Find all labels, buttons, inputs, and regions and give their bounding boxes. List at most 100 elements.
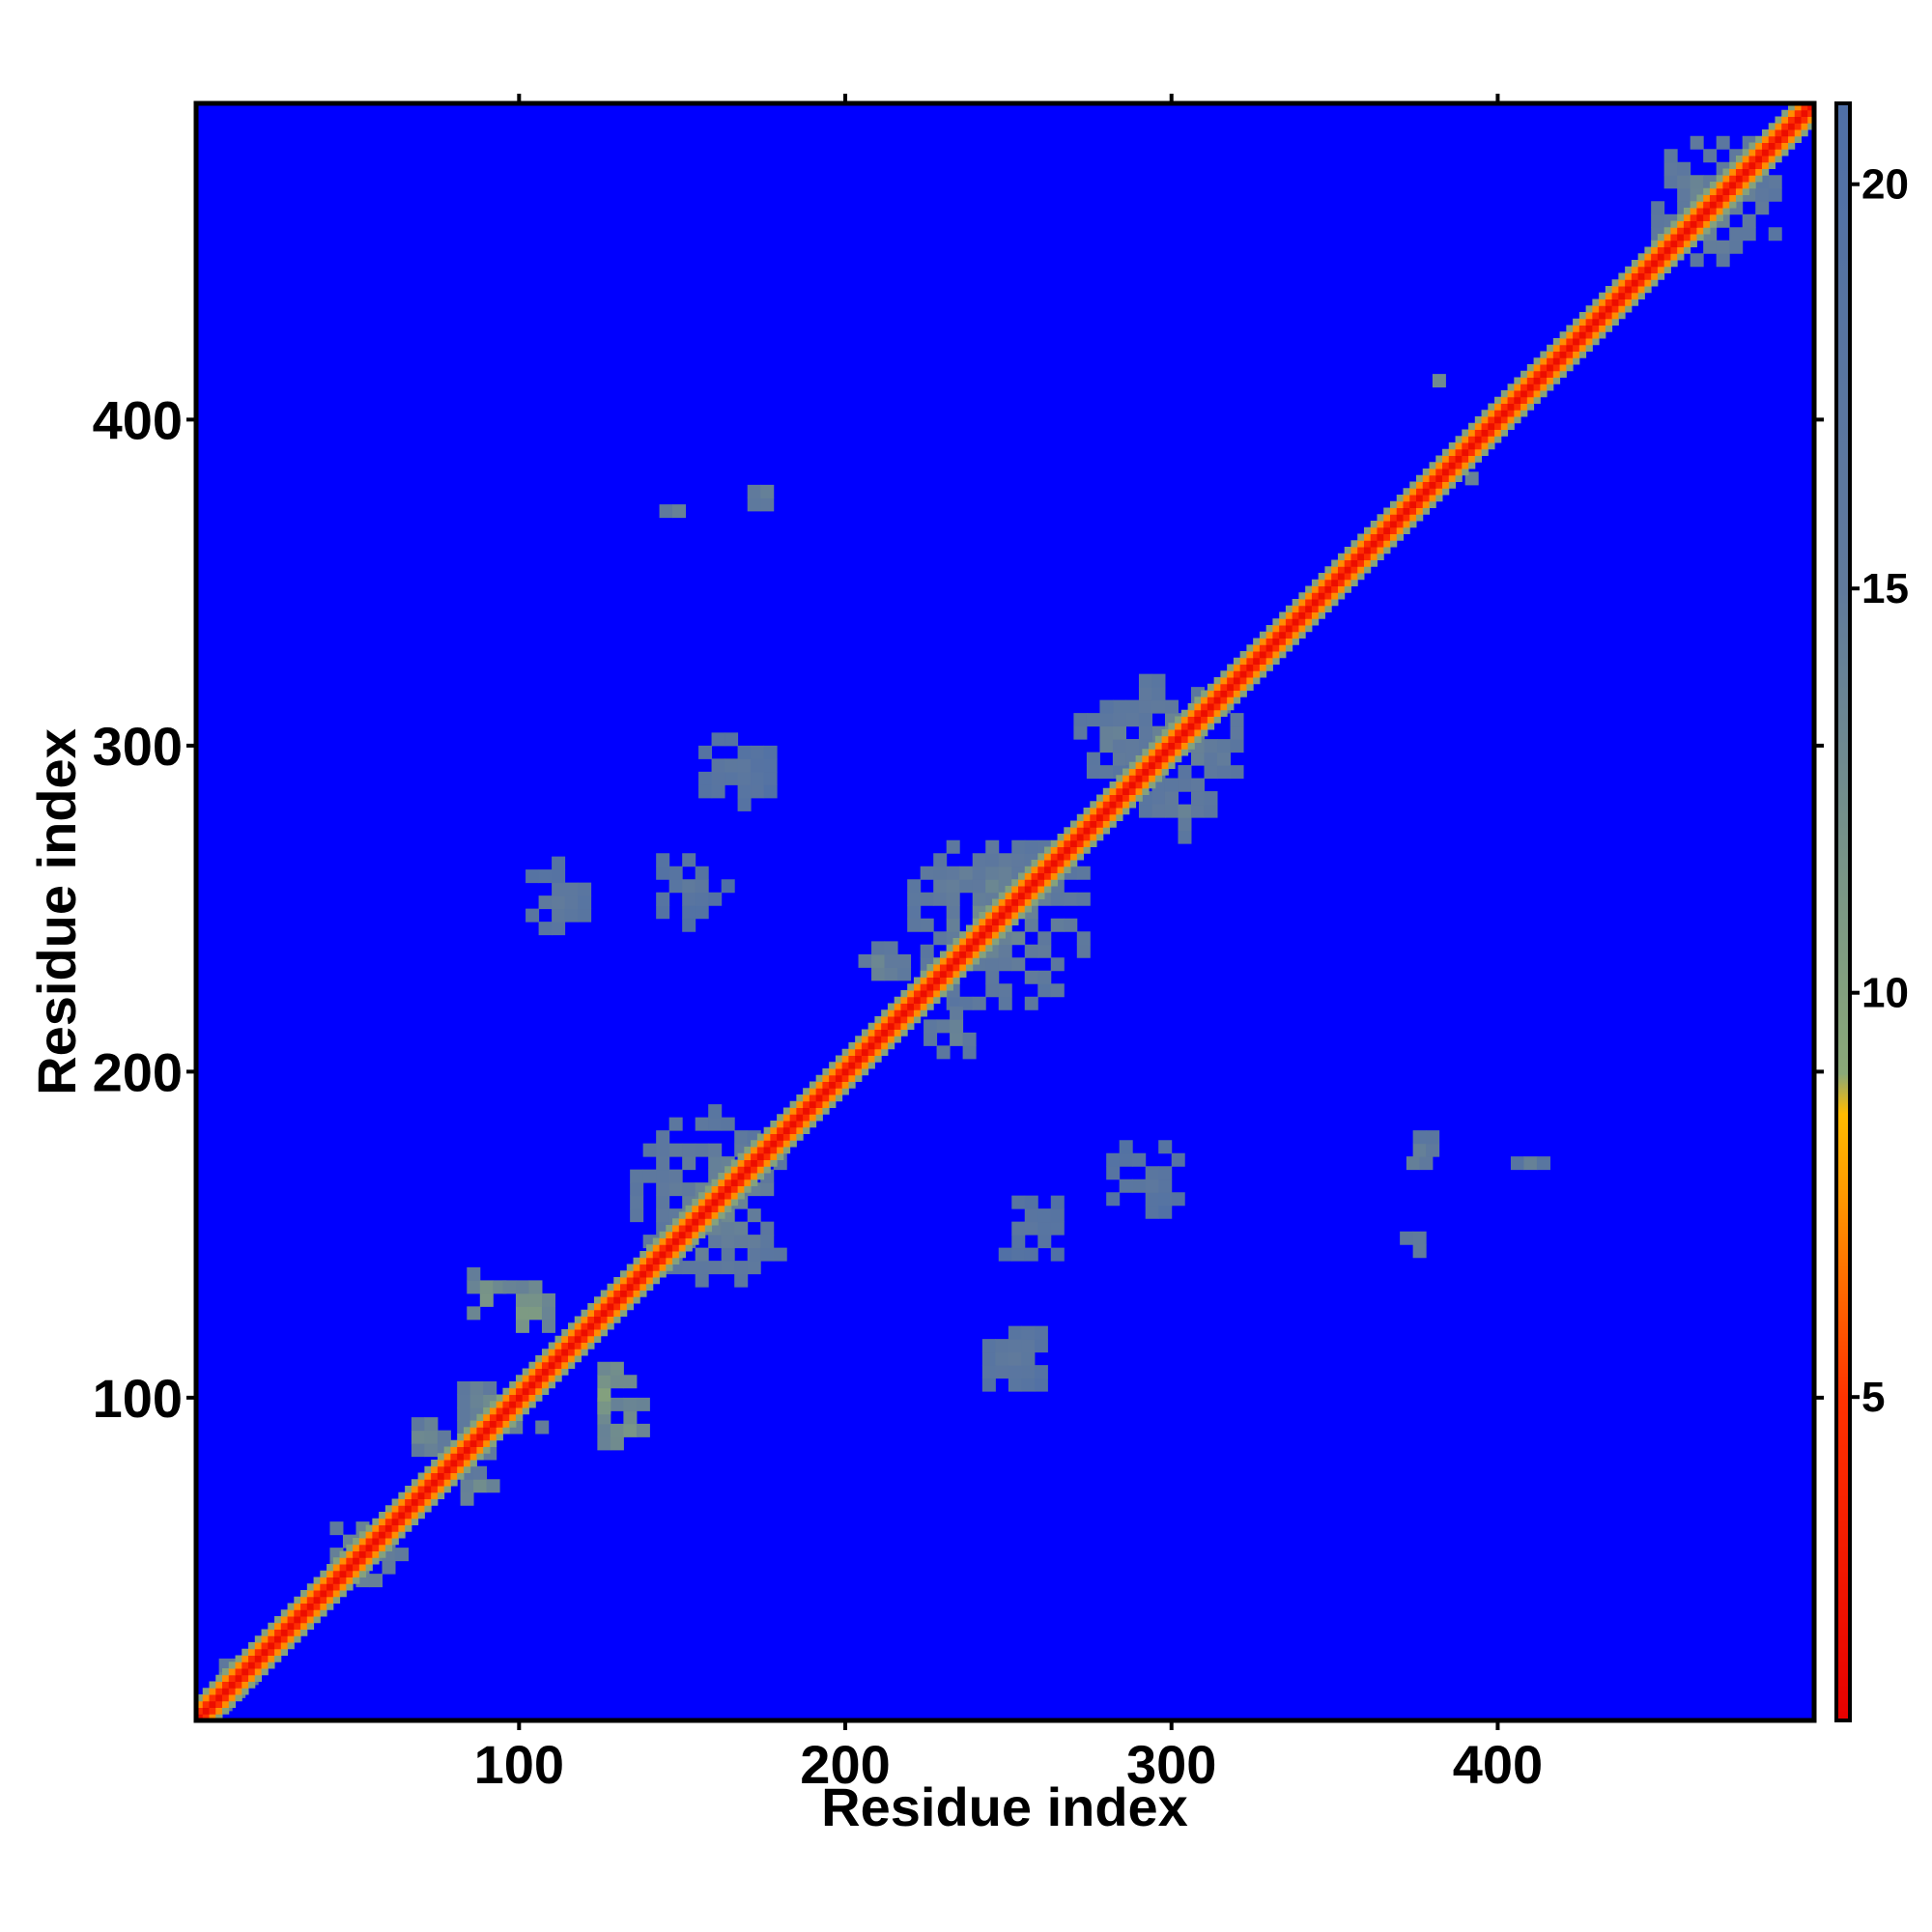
diagonal-cell: [1135, 775, 1143, 782]
diagonal-cell: [920, 970, 927, 978]
diagonal-cell: [659, 1257, 667, 1264]
diagonal-cell: [666, 1250, 673, 1259]
diagonal-cell: [541, 1387, 550, 1395]
diagonal-cell: [1775, 149, 1782, 156]
diagonal-cell: [398, 1518, 406, 1525]
diagonal-cell: [1677, 227, 1685, 235]
diagonal-cell: [424, 1472, 432, 1480]
diagonal-cell: [626, 1270, 635, 1278]
diagonal-cell: [1324, 579, 1332, 586]
diagonal-cell: [1781, 128, 1789, 137]
diagonal-cell: [327, 1563, 334, 1572]
heat-cell: [1024, 1195, 1038, 1209]
diagonal-cell: [463, 1427, 471, 1435]
diagonal-cell: [593, 1302, 602, 1311]
diagonal-cell: [1370, 559, 1378, 567]
diagonal-cell: [1801, 128, 1808, 137]
diagonal-cell: [327, 1570, 334, 1577]
diagonal-cell: [1285, 611, 1293, 619]
heat-cell: [1050, 892, 1065, 906]
heat-cell: [936, 1045, 951, 1060]
diagonal-cell: [1207, 690, 1215, 697]
diagonal-cell: [1742, 175, 1749, 183]
diagonal-cell: [672, 1224, 680, 1233]
diagonal-cell: [887, 1022, 895, 1030]
heat-cell: [1024, 1208, 1038, 1223]
diagonal-cell: [874, 1036, 882, 1043]
diagonal-cell: [1344, 585, 1351, 593]
diagonal-cell: [535, 1375, 543, 1382]
diagonal-cell: [1540, 377, 1548, 384]
heat-cell: [985, 853, 1000, 867]
diagonal-cell: [1625, 305, 1633, 313]
diagonal-cell: [242, 1674, 249, 1682]
diagonal-cell: [1552, 363, 1561, 372]
heat-cell: [467, 1306, 481, 1321]
diagonal-cell: [398, 1505, 406, 1513]
diagonal-cell: [196, 1714, 204, 1720]
diagonal-cell: [1363, 566, 1372, 574]
heat-cell: [1677, 187, 1691, 202]
heat-cell: [695, 892, 709, 906]
diagonal-cell: [704, 1224, 713, 1233]
diagonal-cell: [985, 905, 993, 913]
diagonal-cell: [613, 1316, 621, 1323]
diagonal-cell: [327, 1589, 334, 1598]
heat-cell: [1230, 713, 1244, 727]
heat-cell: [1768, 227, 1782, 242]
heat-cell: [972, 853, 986, 867]
heat-cell: [1178, 765, 1192, 780]
diagonal-cell: [1331, 559, 1339, 567]
diagonal-cell: [965, 931, 974, 939]
heat-cell: [933, 853, 948, 867]
diagonal-cell: [1761, 128, 1770, 137]
diagonal-cell: [1259, 638, 1267, 645]
diagonal-cell: [1533, 396, 1541, 404]
diagonal-cell: [777, 1126, 784, 1134]
diagonal-cell: [639, 1264, 647, 1271]
diagonal-cell: [574, 1335, 582, 1343]
heat-cell: [682, 1143, 696, 1157]
diagonal-cell: [777, 1146, 784, 1154]
diagonal-cell: [1520, 389, 1528, 398]
diagonal-cell: [522, 1387, 529, 1395]
heat-cell: [1021, 1339, 1036, 1353]
diagonal-cell: [685, 1231, 693, 1238]
diagonal-cell: [1383, 546, 1391, 554]
diagonal-cell: [1324, 572, 1332, 581]
diagonal-cell: [841, 1055, 849, 1063]
heat-cell: [1034, 1365, 1048, 1379]
diagonal-cell: [1696, 220, 1704, 228]
diagonal-cell: [320, 1583, 327, 1591]
heat-cell: [907, 892, 922, 906]
heat-cell: [998, 996, 1012, 1010]
heat-cell: [1217, 765, 1232, 780]
diagonal-cell: [228, 1688, 237, 1695]
heat-cell: [486, 1479, 500, 1493]
diagonal-cell: [437, 1485, 445, 1493]
diagonal-cell: [268, 1648, 275, 1656]
diagonal-cell: [1070, 839, 1078, 847]
diagonal-cell: [1690, 240, 1697, 247]
diagonal-cell: [1070, 859, 1078, 867]
diagonal-cell: [666, 1257, 673, 1264]
diagonal-cell: [1083, 820, 1091, 828]
diagonal-cell: [417, 1479, 425, 1487]
diagonal-cell: [313, 1615, 321, 1624]
diagonal-cell: [1775, 128, 1782, 137]
heat-cell: [747, 1208, 761, 1223]
diagonal-cell: [972, 937, 980, 946]
diagonal-cell: [384, 1518, 393, 1525]
diagonal-cell: [718, 1205, 725, 1212]
diagonal-cell: [1696, 194, 1704, 202]
diagonal-cell: [1265, 657, 1273, 665]
diagonal-cell: [809, 1120, 817, 1128]
diagonal-cell: [1076, 820, 1085, 828]
diagonal-cell: [600, 1309, 609, 1317]
diagonal-cell: [1494, 415, 1502, 424]
diagonal-cell: [339, 1570, 347, 1577]
diagonal-cell: [574, 1316, 582, 1323]
diagonal-cell: [581, 1342, 588, 1350]
diagonal-cell: [933, 970, 941, 978]
diagonal-cell: [861, 1055, 869, 1063]
